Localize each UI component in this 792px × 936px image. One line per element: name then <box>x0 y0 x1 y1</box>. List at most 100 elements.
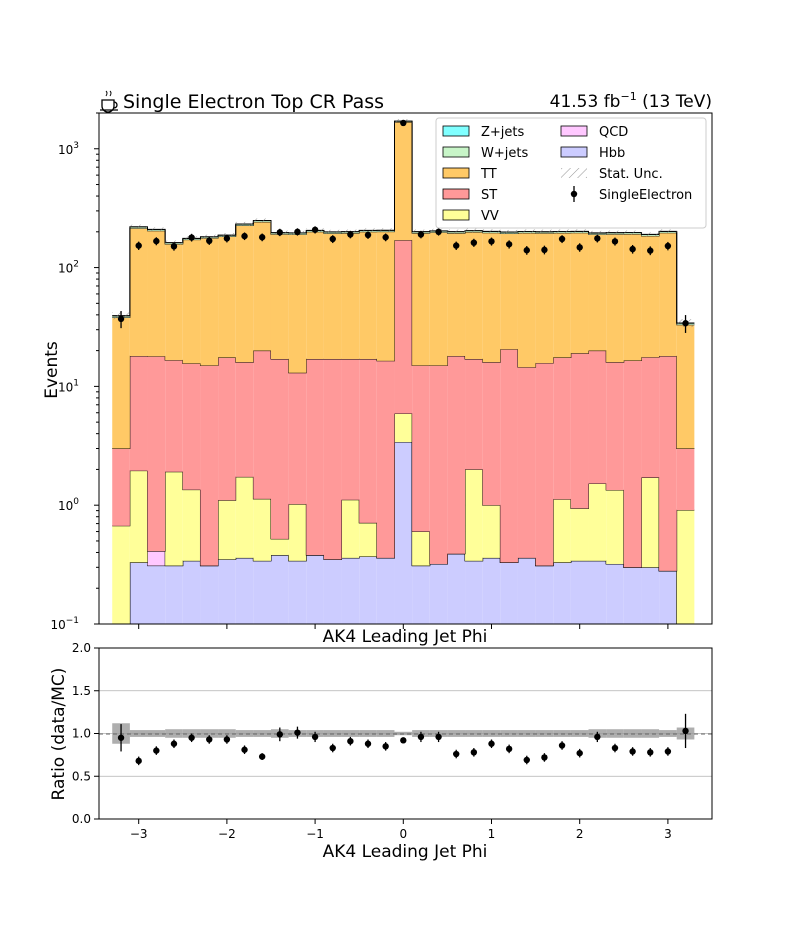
data-point <box>611 237 619 246</box>
luminosity-label: 41.53 fb−1 (13 TeV) <box>550 90 712 112</box>
legend-marker <box>570 190 578 198</box>
unc-bin <box>200 729 219 738</box>
stat-unc-bin <box>623 230 642 235</box>
legend-label: Hbb <box>599 146 625 161</box>
data-point <box>558 235 566 244</box>
legend-label: W+jets <box>481 146 528 161</box>
legend-entry-tt: TT <box>442 167 497 182</box>
legend-swatch <box>442 146 470 158</box>
bar-segment <box>412 565 430 624</box>
bar-segment <box>412 531 430 566</box>
data-point <box>541 245 548 255</box>
bar-segment <box>623 360 642 568</box>
y-tick-label: 1.5 <box>72 684 91 698</box>
legend-entry-stat-unc-: Stat. Unc. <box>561 167 663 182</box>
ratio-point <box>611 743 619 753</box>
stat-unc-bin <box>517 229 536 234</box>
bar-segment <box>676 448 695 511</box>
bar-segment <box>535 363 554 566</box>
data-point <box>594 234 601 243</box>
bar-segment <box>447 233 466 357</box>
bar-segment <box>606 362 624 491</box>
bar-segment <box>147 551 166 566</box>
bar-segment <box>570 353 589 509</box>
data-point <box>505 240 513 249</box>
legend-label: QCD <box>599 125 628 140</box>
stat-unc-bin <box>500 229 518 235</box>
ratio-point <box>329 743 336 753</box>
bar-segment <box>288 234 307 373</box>
legend-label: VV <box>481 209 499 224</box>
bar-segment <box>482 557 501 624</box>
ratio-point <box>400 737 407 744</box>
x-tick-label: 3 <box>664 827 672 841</box>
bar-segment <box>129 562 148 624</box>
bar-segment <box>588 350 607 484</box>
stat-unc-bin <box>447 229 466 234</box>
bar-segment <box>182 560 201 624</box>
y-tick-label: 10−1 <box>50 616 79 632</box>
data-point <box>523 246 530 255</box>
bar-segment <box>341 557 360 624</box>
ratio-y-axis-label: Ratio (data/MC) <box>49 668 69 801</box>
ratio-plot-area: 0.0 0.5 1.0 1.5 2.0 −3 −2 −1 0 1 2 3 Ratio (data/M… <box>49 641 713 862</box>
bar-segment <box>517 367 536 558</box>
ratio-point <box>347 736 354 746</box>
data-point <box>311 226 319 234</box>
legend-swatch <box>560 146 588 158</box>
bar-segment <box>306 359 324 556</box>
stacked-histogram <box>112 119 695 625</box>
ratio-point <box>294 726 301 739</box>
bar-segment <box>412 233 430 366</box>
legend-entry-w-jets: W+jets <box>442 146 528 161</box>
data-point <box>241 232 248 241</box>
data-point <box>170 242 178 251</box>
bar-segment <box>570 560 589 624</box>
series-hbb <box>112 441 695 625</box>
bar-segment <box>641 235 660 358</box>
stat-unc-bin <box>235 221 254 227</box>
bar-segment <box>129 228 148 357</box>
bar-segment <box>147 230 166 357</box>
stat-unc-bin <box>376 228 395 233</box>
bar-segment <box>306 231 324 360</box>
bar-segment <box>376 557 395 624</box>
data-point <box>276 228 284 237</box>
bar-segment <box>288 560 307 624</box>
main-x-axis-label: AK4 Leading Jet Phi <box>323 627 488 647</box>
stat-unc-bin <box>147 227 166 232</box>
data-points <box>117 119 689 333</box>
data-point <box>382 233 389 242</box>
bar-segment <box>182 489 201 561</box>
ratio-x-axis-label: AK4 Leading Jet Phi <box>323 842 488 862</box>
ratio-points <box>117 713 689 766</box>
bar-segment <box>429 232 448 366</box>
bar-segment <box>500 562 518 624</box>
bar-segment <box>676 510 695 624</box>
stat-unc-bin <box>253 218 271 223</box>
data-point <box>417 230 425 239</box>
bar-segment <box>570 232 589 354</box>
stat-unc-bin <box>606 230 624 235</box>
y-tick-label: 103 <box>58 141 79 157</box>
data-point <box>117 311 125 329</box>
data-point <box>488 237 495 246</box>
bar-segment <box>482 505 501 558</box>
bar-segment <box>235 557 254 624</box>
ratio-x-axis: −3 −2 −1 0 1 2 3 <box>130 819 672 841</box>
data-point <box>188 233 195 242</box>
bar-segment <box>535 565 554 624</box>
bar-segment <box>112 448 130 526</box>
ratio-point <box>682 713 689 749</box>
bar-segment <box>447 356 466 554</box>
bar-segment <box>623 567 642 624</box>
bar-segment <box>517 557 536 624</box>
bar-segment <box>165 360 183 472</box>
x-tick-label: −2 <box>218 827 236 841</box>
chart-title: Single Electron Top CR Pass <box>123 91 384 113</box>
bar-segment <box>429 365 448 564</box>
bar-segment <box>270 538 289 556</box>
data-point <box>682 315 689 333</box>
series-tt <box>112 121 695 449</box>
y-tick-label: 2.0 <box>72 641 91 655</box>
